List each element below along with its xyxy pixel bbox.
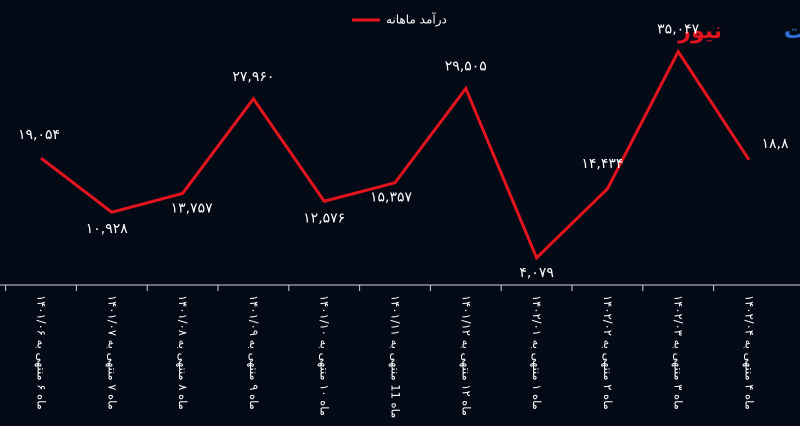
x-tick-label: ماه ۷ منتهی به ۱۴۰۱/۰۷ — [105, 295, 119, 410]
data-label: ۱۰,۹۲۸ — [86, 221, 129, 237]
x-tick-label: ماه ۹ منتهی به ۱۴۰۱/۰۹ — [247, 295, 261, 410]
x-tick-label: ماه 11 منتهی به ۱۴۰۱/۱۱ — [389, 295, 403, 418]
data-label: ۲۹,۵۰۵ — [445, 59, 487, 75]
data-label: ۱۹,۰۵۴ — [18, 127, 60, 143]
x-tick-label: ماه ۱ منتهی به ۱۴۰۲/۰۱ — [530, 295, 544, 410]
data-label: ۲۷,۹۶۰ — [232, 69, 274, 85]
x-tick-label: ماه ۲ منتهی به ۱۴۰۲/۰۲ — [601, 295, 615, 410]
data-line — [40, 48, 751, 261]
x-tick-label: ماه ۱۲ منتهی به ۱۴۰۱/۱۲ — [459, 295, 473, 416]
legend-label: درآمد ماهانه — [386, 12, 447, 28]
x-tick-label: ماه ۳ منتهی به ۱۴۰۲/۰۳ — [672, 295, 686, 410]
data-label: ۱۸,۸ — [761, 136, 788, 152]
data-label: ۱۲,۵۷۶ — [303, 210, 345, 226]
x-tick-label: ماه ۸ منتهی به ۱۴۰۱/۰۸ — [176, 295, 190, 410]
data-label: ۴,۰۷۹ — [519, 265, 554, 281]
watermark: نیوز — [677, 19, 722, 44]
data-label: ۱۳,۷۵۷ — [171, 200, 214, 216]
x-tick-label: ماه ۱۰ منتهی به ۱۴۰۱/۱۰ — [318, 295, 332, 416]
x-tick-label: ماه ۶ منتهی به ۱۴۰۱/۰۶ — [35, 295, 49, 410]
watermark: ت — [784, 19, 800, 44]
data-label: ۳۵,۰۴۷ — [657, 22, 700, 38]
x-tick-label: ماه ۴ منتهی به ۱۴۰۲/۰۴ — [743, 295, 757, 410]
data-label: ۱۴,۴۳۴ — [581, 156, 623, 172]
data-label: ۱۵,۳۵۷ — [370, 190, 413, 206]
